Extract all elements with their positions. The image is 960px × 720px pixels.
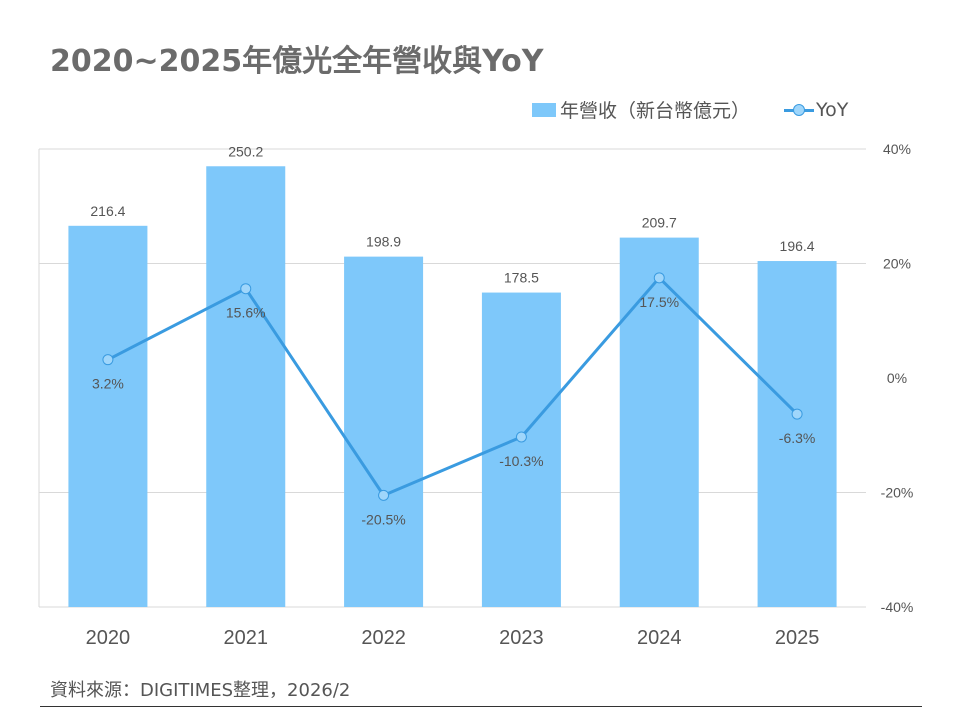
yoy-value-label: 15.6%: [226, 305, 266, 321]
yoy-line: [107, 276, 799, 497]
bar-value-label: 198.9: [366, 234, 401, 250]
yoy-value-label: 3.2%: [92, 376, 124, 392]
x-tick-label: 2025: [775, 627, 820, 649]
x-tick-label: 2024: [637, 627, 682, 649]
bottom-rule: [40, 706, 922, 707]
source-note: 資料來源：DIGITIMES整理，2026/2: [50, 680, 351, 701]
y-right-tick-label: -20%: [881, 485, 914, 501]
bar-value-label: 216.4: [90, 203, 125, 219]
y-right-tick-label: 20%: [883, 256, 911, 272]
yoy-point-2020: [102, 354, 114, 366]
yoy-point-2021: [240, 283, 252, 295]
bar-value-label: 250.2: [228, 143, 263, 159]
yoy-point-2023: [515, 431, 527, 443]
y-right-tick-label: 0%: [887, 370, 907, 386]
yoy-point-2022: [378, 489, 390, 501]
y-right-tick-label: 40%: [883, 141, 911, 157]
bar-2025: [757, 261, 837, 607]
yoy-value-label: -10.3%: [499, 453, 543, 469]
bar-2020: [68, 225, 148, 607]
x-tick-label: 2021: [224, 627, 269, 649]
chart-title: 2020~2025年億光全年營收與YoY: [50, 44, 544, 79]
bar-value-label: 209.7: [642, 215, 677, 231]
x-tick-label: 2023: [499, 627, 544, 649]
yoy-value-label: -6.3%: [779, 430, 816, 446]
legend-item-yoy: YoY: [750, 99, 848, 121]
legend-label-yoy: YoY: [816, 98, 849, 121]
legend-label-revenue: 年營收（新台幣億元）: [560, 100, 751, 122]
bar-2021: [206, 166, 286, 608]
chart-legend: 年營收（新台幣億元） YoY: [532, 96, 848, 123]
bar-value-label: 196.4: [780, 238, 815, 254]
yoy-point-2024: [653, 272, 665, 284]
y-right-tick-label: -40%: [881, 599, 914, 615]
legend-item-revenue: 年營收（新台幣億元）: [532, 96, 750, 123]
legend-bar-swatch: [532, 102, 556, 117]
yoy-value-label: 17.5%: [639, 294, 679, 310]
bar-2024: [619, 237, 699, 607]
bar-value-label: 178.5: [504, 270, 539, 286]
yoy-point-2025: [791, 408, 803, 420]
yoy-value-label: -20.5%: [361, 511, 405, 527]
bar-2023: [481, 292, 561, 607]
bar-2022: [344, 256, 424, 607]
x-tick-label: 2020: [86, 627, 131, 649]
x-tick-label: 2022: [361, 627, 406, 649]
legend-line-swatch: [784, 103, 815, 117]
